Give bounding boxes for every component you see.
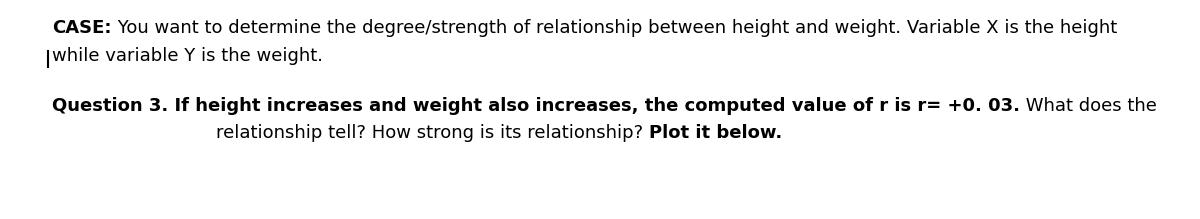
- Text: You want to determine the degree/strength of relationship between height and wei: You want to determine the degree/strengt…: [112, 19, 1117, 37]
- Text: Plot it below.: Plot it below.: [649, 124, 782, 142]
- Text: CASE:: CASE:: [52, 19, 112, 37]
- Text: Question 3. If height increases and weight also increases, the computed value of: Question 3. If height increases and weig…: [52, 97, 1020, 115]
- Text: while variable Y is the weight.: while variable Y is the weight.: [52, 47, 323, 65]
- Text: relationship tell? How strong is its relationship?: relationship tell? How strong is its rel…: [216, 124, 649, 142]
- Text: What does the: What does the: [1020, 97, 1157, 115]
